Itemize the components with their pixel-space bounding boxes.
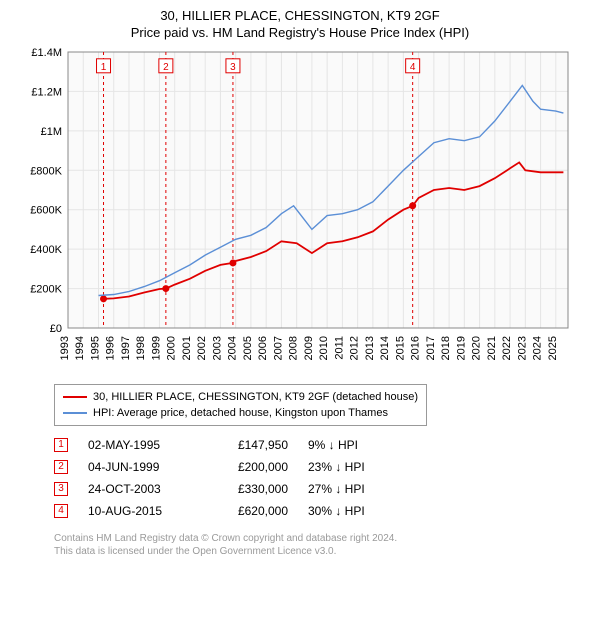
sales-diff: 9% ↓ HPI — [308, 434, 408, 456]
legend-row: HPI: Average price, detached house, King… — [63, 405, 418, 421]
y-tick-label: £1.4M — [31, 47, 62, 59]
y-tick-label: £600K — [30, 205, 62, 217]
footer-line1: Contains HM Land Registry data © Crown c… — [54, 532, 590, 545]
legend-swatch — [63, 396, 87, 398]
x-tick-label: 2006 — [257, 336, 269, 360]
x-tick-label: 2025 — [547, 336, 559, 360]
legend-label: 30, HILLIER PLACE, CHESSINGTON, KT9 2GF … — [93, 389, 418, 405]
x-tick-label: 2020 — [471, 336, 483, 360]
sales-diff: 30% ↓ HPI — [308, 500, 408, 522]
x-tick-label: 2017 — [425, 336, 437, 360]
sales-table: 1 02-MAY-1995 £147,950 9% ↓ HPI 2 04-JUN-1999… — [54, 434, 590, 522]
chart-area: £0£200K£400K£600K£800K£1M£1.2M£1.4M19931… — [20, 46, 580, 376]
x-tick-label: 2022 — [501, 336, 513, 360]
sales-date: 24-OCT-2003 — [88, 478, 188, 500]
x-tick-label: 2013 — [364, 336, 376, 360]
y-tick-label: £0 — [50, 323, 62, 335]
title-address: 30, HILLIER PLACE, CHESSINGTON, KT9 2GF — [10, 8, 590, 23]
sales-row: 3 24-OCT-2003 £330,000 27% ↓ HPI — [54, 478, 590, 500]
x-tick-label: 2014 — [379, 336, 391, 360]
legend: 30, HILLIER PLACE, CHESSINGTON, KT9 2GF … — [54, 384, 427, 426]
x-tick-label: 2012 — [349, 336, 361, 360]
sales-date: 10-AUG-2015 — [88, 500, 188, 522]
sale-marker-number: 3 — [230, 62, 236, 73]
x-tick-label: 1996 — [105, 336, 117, 360]
sales-diff: 23% ↓ HPI — [308, 456, 408, 478]
sale-marker-number: 2 — [163, 62, 169, 73]
sales-price: £147,950 — [208, 434, 288, 456]
y-tick-label: £400K — [30, 244, 62, 256]
sale-marker-number: 1 — [101, 62, 107, 73]
x-tick-label: 2005 — [242, 336, 254, 360]
legend-label: HPI: Average price, detached house, King… — [93, 405, 388, 421]
footer-line2: This data is licensed under the Open Gov… — [54, 545, 590, 558]
x-tick-label: 2016 — [410, 336, 422, 360]
x-tick-label: 2002 — [196, 336, 208, 360]
sales-marker: 4 — [54, 504, 68, 518]
x-tick-label: 2007 — [272, 336, 284, 360]
x-tick-label: 2000 — [166, 336, 178, 360]
x-tick-label: 1997 — [120, 336, 132, 360]
x-tick-label: 1998 — [135, 336, 147, 360]
y-tick-label: £200K — [30, 284, 62, 296]
x-tick-label: 2010 — [318, 336, 330, 360]
sales-price: £620,000 — [208, 500, 288, 522]
sales-row: 1 02-MAY-1995 £147,950 9% ↓ HPI — [54, 434, 590, 456]
sales-date: 02-MAY-1995 — [88, 434, 188, 456]
x-tick-label: 2003 — [211, 336, 223, 360]
x-tick-label: 2023 — [516, 336, 528, 360]
y-tick-label: £1M — [41, 126, 62, 138]
sales-marker: 1 — [54, 438, 68, 452]
x-tick-label: 2001 — [181, 336, 193, 360]
legend-swatch — [63, 412, 87, 414]
sales-row: 4 10-AUG-2015 £620,000 30% ↓ HPI — [54, 500, 590, 522]
chart-container: 30, HILLIER PLACE, CHESSINGTON, KT9 2GF … — [0, 0, 600, 620]
x-tick-label: 2008 — [288, 336, 300, 360]
y-tick-label: £800K — [30, 165, 62, 177]
sale-marker-number: 4 — [410, 62, 416, 73]
sales-price: £200,000 — [208, 456, 288, 478]
sales-date: 04-JUN-1999 — [88, 456, 188, 478]
x-tick-label: 2021 — [486, 336, 498, 360]
y-tick-label: £1.2M — [31, 86, 62, 98]
footer: Contains HM Land Registry data © Crown c… — [54, 532, 590, 558]
sales-diff: 27% ↓ HPI — [308, 478, 408, 500]
x-tick-label: 2011 — [333, 336, 345, 360]
legend-row: 30, HILLIER PLACE, CHESSINGTON, KT9 2GF … — [63, 389, 418, 405]
x-tick-label: 1995 — [89, 336, 101, 360]
x-tick-label: 1993 — [59, 336, 71, 360]
chart-svg: £0£200K£400K£600K£800K£1M£1.2M£1.4M19931… — [20, 46, 580, 376]
x-tick-label: 2004 — [227, 336, 239, 360]
x-tick-label: 1999 — [150, 336, 162, 360]
x-tick-label: 2018 — [440, 336, 452, 360]
title-block: 30, HILLIER PLACE, CHESSINGTON, KT9 2GF … — [10, 8, 590, 40]
sales-row: 2 04-JUN-1999 £200,000 23% ↓ HPI — [54, 456, 590, 478]
title-subtitle: Price paid vs. HM Land Registry's House … — [10, 25, 590, 40]
x-tick-label: 2015 — [394, 336, 406, 360]
x-tick-label: 2009 — [303, 336, 315, 360]
sales-marker: 2 — [54, 460, 68, 474]
x-tick-label: 2024 — [532, 336, 544, 360]
sales-price: £330,000 — [208, 478, 288, 500]
x-tick-label: 1994 — [74, 336, 86, 360]
x-tick-label: 2019 — [455, 336, 467, 360]
sales-marker: 3 — [54, 482, 68, 496]
